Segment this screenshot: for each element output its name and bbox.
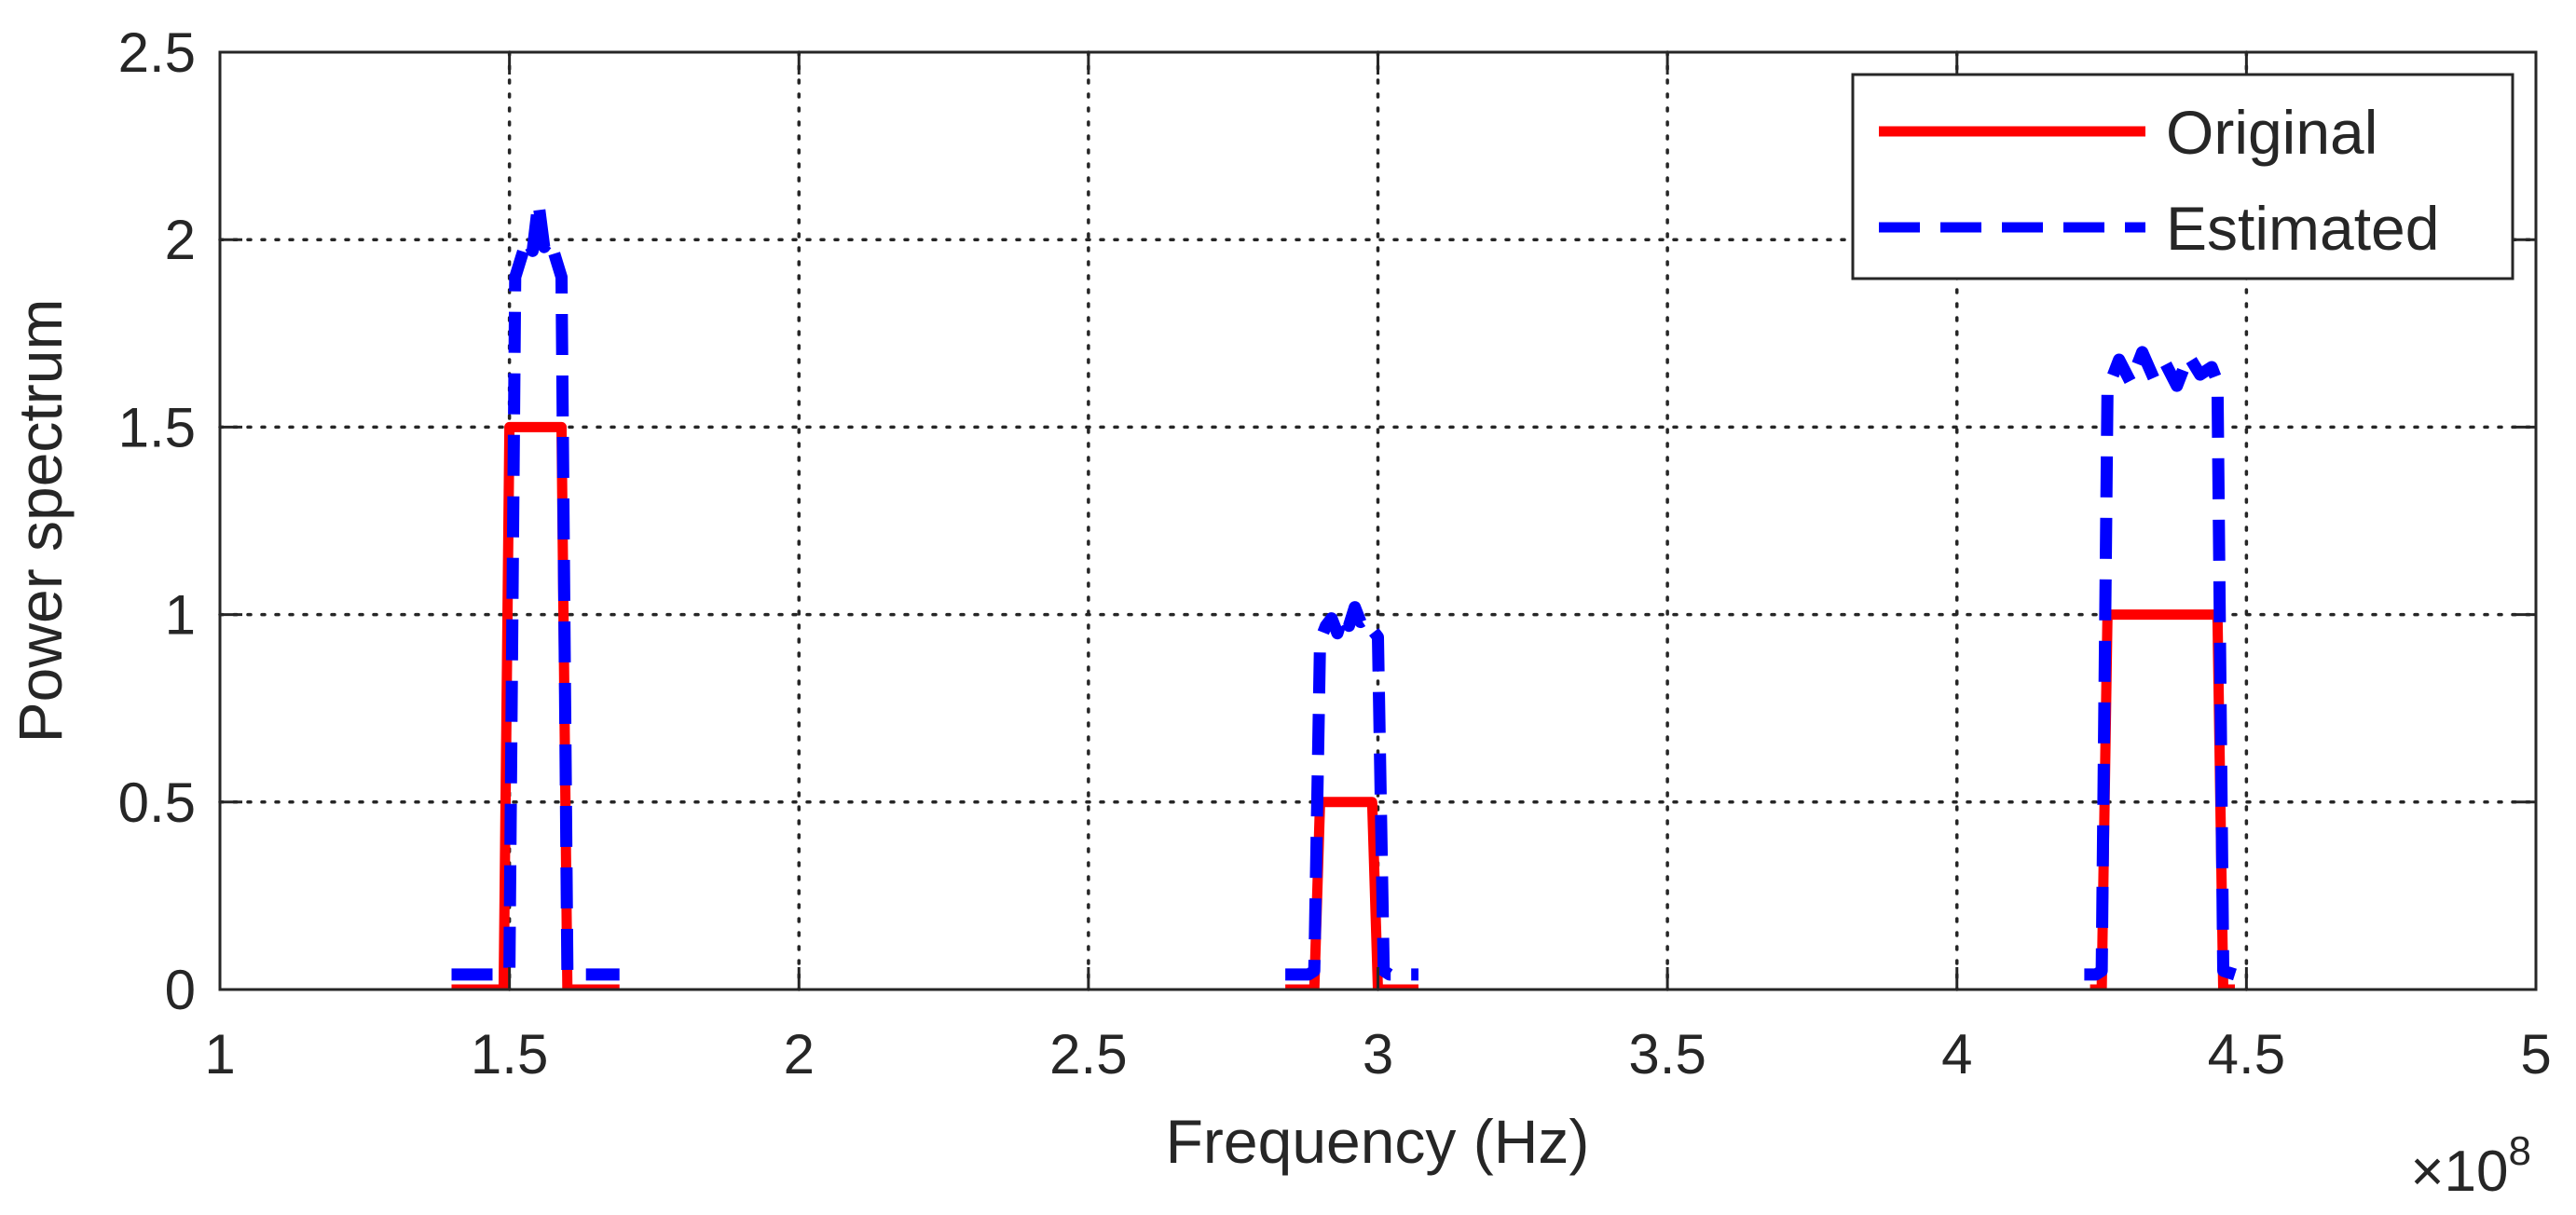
- y-tick-label: 0: [165, 959, 196, 1021]
- x-exponent-power: 8: [2509, 1128, 2531, 1174]
- y-tick-label: 2.5: [118, 21, 196, 84]
- legend: Original Estimated: [1851, 73, 2514, 280]
- series-line-estimated-band-3: [2084, 346, 2237, 981]
- x-tick-label: 1.5: [471, 1023, 548, 1085]
- y-axis-label: Power spectrum: [6, 299, 75, 744]
- y-tick-label: 1: [165, 584, 196, 647]
- x-exponent-label: ×108: [2410, 1128, 2531, 1204]
- series-layer: [451, 196, 2237, 990]
- series-line-original-band-3: [2090, 609, 2235, 990]
- x-tick-label: 2: [784, 1023, 815, 1085]
- x-tick-label: 3: [1363, 1023, 1393, 1085]
- y-tick-label: 1.5: [118, 396, 196, 458]
- x-tick-label: 5: [2520, 1023, 2551, 1085]
- y-tick-label: 2: [165, 209, 196, 271]
- series-line-estimated-band-2: [1285, 601, 1418, 981]
- y-tick-labels: 0 0.5 1 1.5 2 2.5: [118, 21, 196, 1021]
- ticks: [218, 50, 2538, 991]
- x-axis-label: Frequency (Hz): [1166, 1107, 1590, 1176]
- x-tick-label: 2.5: [1049, 1023, 1127, 1085]
- y-tick-label: 0.5: [118, 771, 196, 834]
- series-line-original-band-1: [451, 421, 620, 990]
- x-tick-label: 4.5: [2208, 1023, 2285, 1085]
- x-tick-label: 1: [204, 1023, 235, 1085]
- series-estimated: [451, 196, 2237, 981]
- series-original: [451, 421, 2235, 990]
- x-exponent-base: ×10: [2410, 1140, 2508, 1204]
- x-tick-labels: 1 1.5 2 2.5 3 3.5 4 4.5 5: [204, 1023, 2551, 1085]
- series-line-original-band-2: [1285, 797, 1418, 990]
- x-tick-label: 4: [1941, 1023, 1972, 1085]
- legend-label-original: Original: [2166, 98, 2377, 167]
- legend-label-estimated: Estimated: [2166, 194, 2439, 263]
- x-tick-label: 3.5: [1628, 1023, 1706, 1085]
- legend-box: [1851, 73, 2514, 280]
